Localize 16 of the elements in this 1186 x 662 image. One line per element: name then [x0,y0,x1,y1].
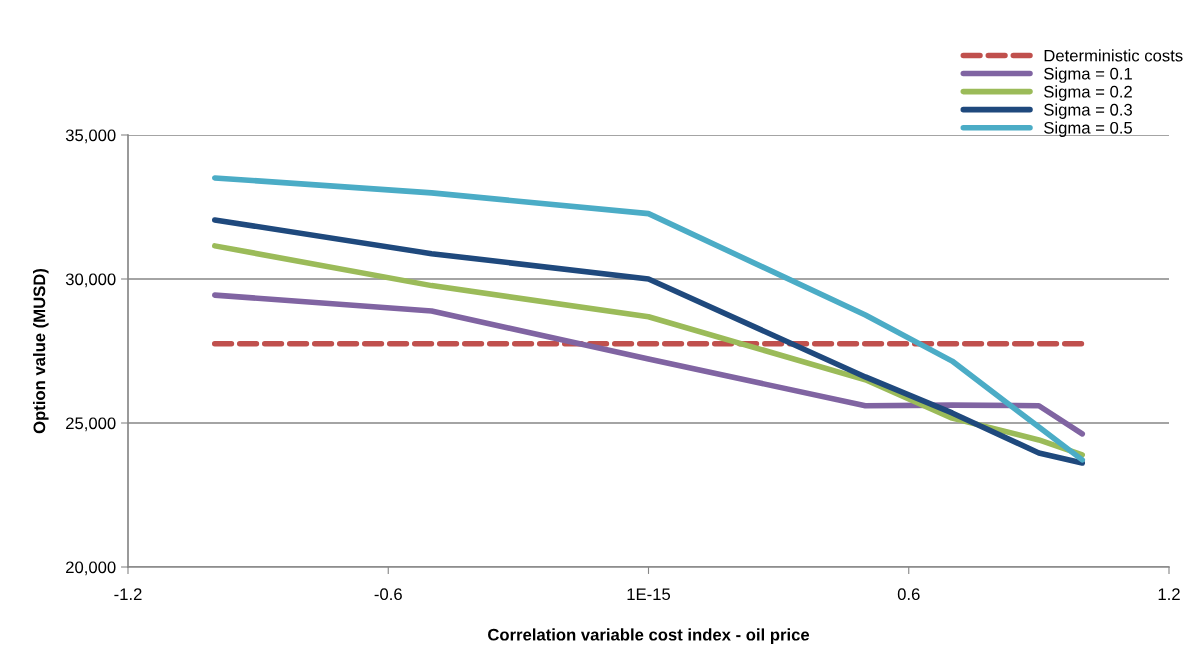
y-tick-label: 25,000 [66,417,116,432]
x-tick-label: 0.6 [897,588,920,601]
legend-label: Sigma = 0.3 [1044,103,1132,119]
legend-label: Sigma = 0.2 [1044,85,1132,101]
x-tick-label: -1.2 [114,588,142,600]
legend-label: Sigma = 0.5 [1044,121,1133,137]
legend-label: Sigma = 0.1 [1044,67,1132,83]
y-tick-label: 30,000 [65,273,116,288]
x-tick-label: -0.6 [374,588,402,601]
x-tick-label: 1E-15 [627,588,671,601]
x-axis-title: Correlation variable cost index - oil price [488,628,810,644]
legend-label: Deterministic costs [1044,49,1183,62]
y-axis-title: Option value (MUSD) [33,268,49,434]
y-tick-label: 20,000 [66,561,116,576]
y-tick-label: 35,000 [65,129,116,144]
x-tick-label: 1.2 [1158,588,1180,600]
